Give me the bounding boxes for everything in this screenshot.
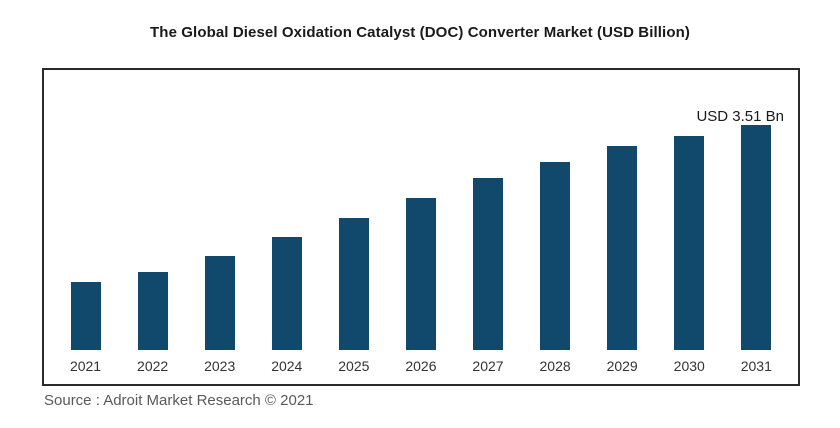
bar [338, 218, 369, 350]
annotation-value: USD 3.51 Bn [696, 108, 784, 125]
bar-column: 2031 [725, 78, 787, 376]
bar [473, 178, 503, 350]
x-axis-label: 2030 [673, 358, 705, 374]
chart-frame: USD 3.51 Bn 2021 2022 2023 2024 2025 2026 2027… [42, 68, 800, 386]
bar [271, 237, 302, 350]
x-axis-label: 2024 [271, 358, 303, 374]
bar-column: 2027 [457, 78, 519, 376]
x-axis-label: 2026 [405, 358, 437, 374]
x-axis-label: 2029 [606, 358, 638, 374]
bar [405, 198, 436, 350]
bar-column: 2030 [658, 78, 720, 376]
source-text: Source : Adroit Market Research © 2021 [44, 392, 314, 409]
x-axis-label: 2021 [69, 358, 102, 374]
x-axis-label: 2022 [137, 358, 169, 374]
bar [674, 136, 705, 350]
bar [607, 146, 638, 350]
chart-title: The Global Diesel Oxidation Catalyst (DO… [150, 24, 690, 41]
bar-column: 2029 [591, 78, 653, 376]
bar-column: 2028 [524, 78, 586, 376]
bar [540, 162, 571, 350]
bar-column: 2025 [323, 78, 385, 376]
bars-row: 2021 2022 2023 2024 2025 2026 2027 2028 2029 2030… [52, 78, 790, 376]
bar-column: 2024 [256, 78, 318, 376]
x-axis-label: 2027 [472, 358, 504, 374]
bar [137, 272, 168, 350]
bar-column: 2023 [189, 78, 251, 376]
bar-column: 2021 [55, 78, 117, 376]
bar [204, 256, 235, 350]
bar-column: 2022 [122, 78, 184, 376]
bar-column: 2026 [390, 78, 452, 376]
x-axis-label: 2023 [204, 358, 236, 374]
bar [70, 282, 101, 350]
x-axis-label: 2028 [539, 358, 571, 374]
bar [741, 125, 772, 350]
x-axis-label: 2025 [338, 358, 370, 374]
x-axis-label: 2031 [740, 358, 772, 374]
